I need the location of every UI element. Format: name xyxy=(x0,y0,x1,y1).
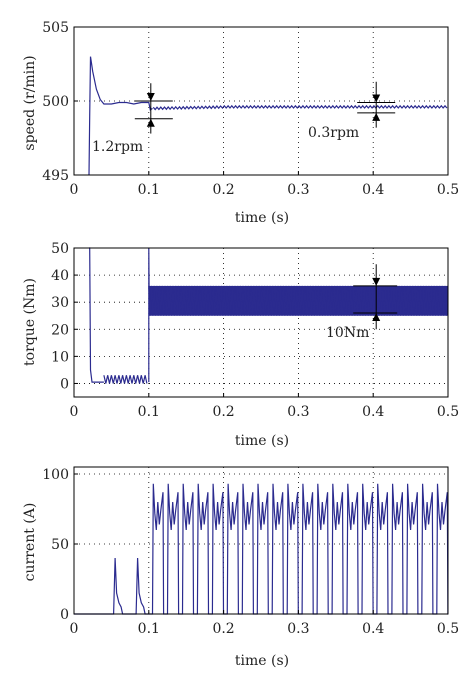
torque-panel: torque (Nm) time (s) 10Nm 0 0.1 0.2 0.3 0.4 0… xyxy=(22,241,459,449)
torque-xtick-label-0: 0 xyxy=(70,404,79,420)
speed-trace-transient xyxy=(88,56,153,176)
torque-ylabel: torque (Nm) xyxy=(22,278,38,366)
current-xtick-label-3: 0.3 xyxy=(287,621,309,637)
speed-xtick-label-0: 0 xyxy=(70,182,79,198)
speed-arrow-up-2 xyxy=(372,112,381,121)
torque-xtick-label-4: 0.4 xyxy=(362,404,384,420)
torque-ytick-label-2: 20 xyxy=(51,322,69,338)
speed-arrow-up-1 xyxy=(146,118,155,127)
current-ytick-label-0: 0 xyxy=(60,607,69,623)
speed-xtick-label-1: 0.1 xyxy=(138,182,160,198)
current-xtick-label-1: 0.1 xyxy=(138,621,160,637)
torque-axes-box xyxy=(73,247,449,398)
torque-arrow-up xyxy=(372,313,381,322)
torque-ytick-label-3: 30 xyxy=(51,295,69,311)
speed-arrow-down-2 xyxy=(372,94,381,103)
speed-annotation-1-2rpm: 1.2rpm xyxy=(92,139,143,155)
torque-xlabel: time (s) xyxy=(235,433,289,449)
current-ylabel: current (A) xyxy=(22,503,38,582)
speed-xlabel: time (s) xyxy=(235,210,289,226)
current-xlabel: time (s) xyxy=(235,653,289,669)
torque-xtick-label-5: 0.5 xyxy=(437,404,459,420)
torque-annotation-10nm: 10Nm xyxy=(326,325,369,341)
torque-ytick-label-0: 0 xyxy=(60,376,69,392)
current-xtick-label-4: 0.4 xyxy=(362,621,384,637)
torque-ytick-label-5: 50 xyxy=(51,241,69,257)
torque-trace-ripple xyxy=(148,285,449,316)
current-xtick-label-0: 0 xyxy=(70,621,79,637)
speed-ylabel: speed (r/min) xyxy=(22,55,38,150)
current-ytick-label-1: 50 xyxy=(51,537,69,553)
current-axes-box xyxy=(73,466,449,615)
speed-xtick-label-3: 0.3 xyxy=(287,182,309,198)
torque-trace-low-band xyxy=(103,375,148,384)
speed-trace-ripple xyxy=(152,104,448,111)
speed-panel: speed (r/min) time (s) 1.2rpm 0.3rpm 0 0.… xyxy=(22,20,459,226)
torque-arrow-down xyxy=(372,277,381,286)
current-xtick-label-5: 0.5 xyxy=(437,621,459,637)
speed-xtick-label-5: 0.5 xyxy=(437,182,459,198)
torque-ytick-label-1: 10 xyxy=(51,349,69,365)
current-panel: current (A) time (s) 0 0.1 0.2 0.3 0.4 0.5 0 50… xyxy=(22,466,459,669)
speed-annotation-0-3rpm: 0.3rpm xyxy=(308,125,359,141)
speed-arrow-down-1 xyxy=(146,93,155,101)
torque-xtick-label-3: 0.3 xyxy=(287,404,309,420)
speed-xtick-label-2: 0.2 xyxy=(212,182,234,198)
speed-ytick-label-1: 500 xyxy=(42,94,69,110)
torque-ytick-label-4: 40 xyxy=(51,268,69,284)
speed-xtick-label-4: 0.4 xyxy=(362,182,384,198)
torque-xtick-label-1: 0.1 xyxy=(138,404,160,420)
speed-ytick-label-0: 495 xyxy=(42,168,69,184)
current-trace xyxy=(74,483,449,615)
current-ytick-label-2: 100 xyxy=(42,467,69,483)
torque-xtick-label-2: 0.2 xyxy=(212,404,234,420)
current-xtick-label-2: 0.2 xyxy=(212,621,234,637)
speed-ytick-label-2: 505 xyxy=(42,20,69,36)
